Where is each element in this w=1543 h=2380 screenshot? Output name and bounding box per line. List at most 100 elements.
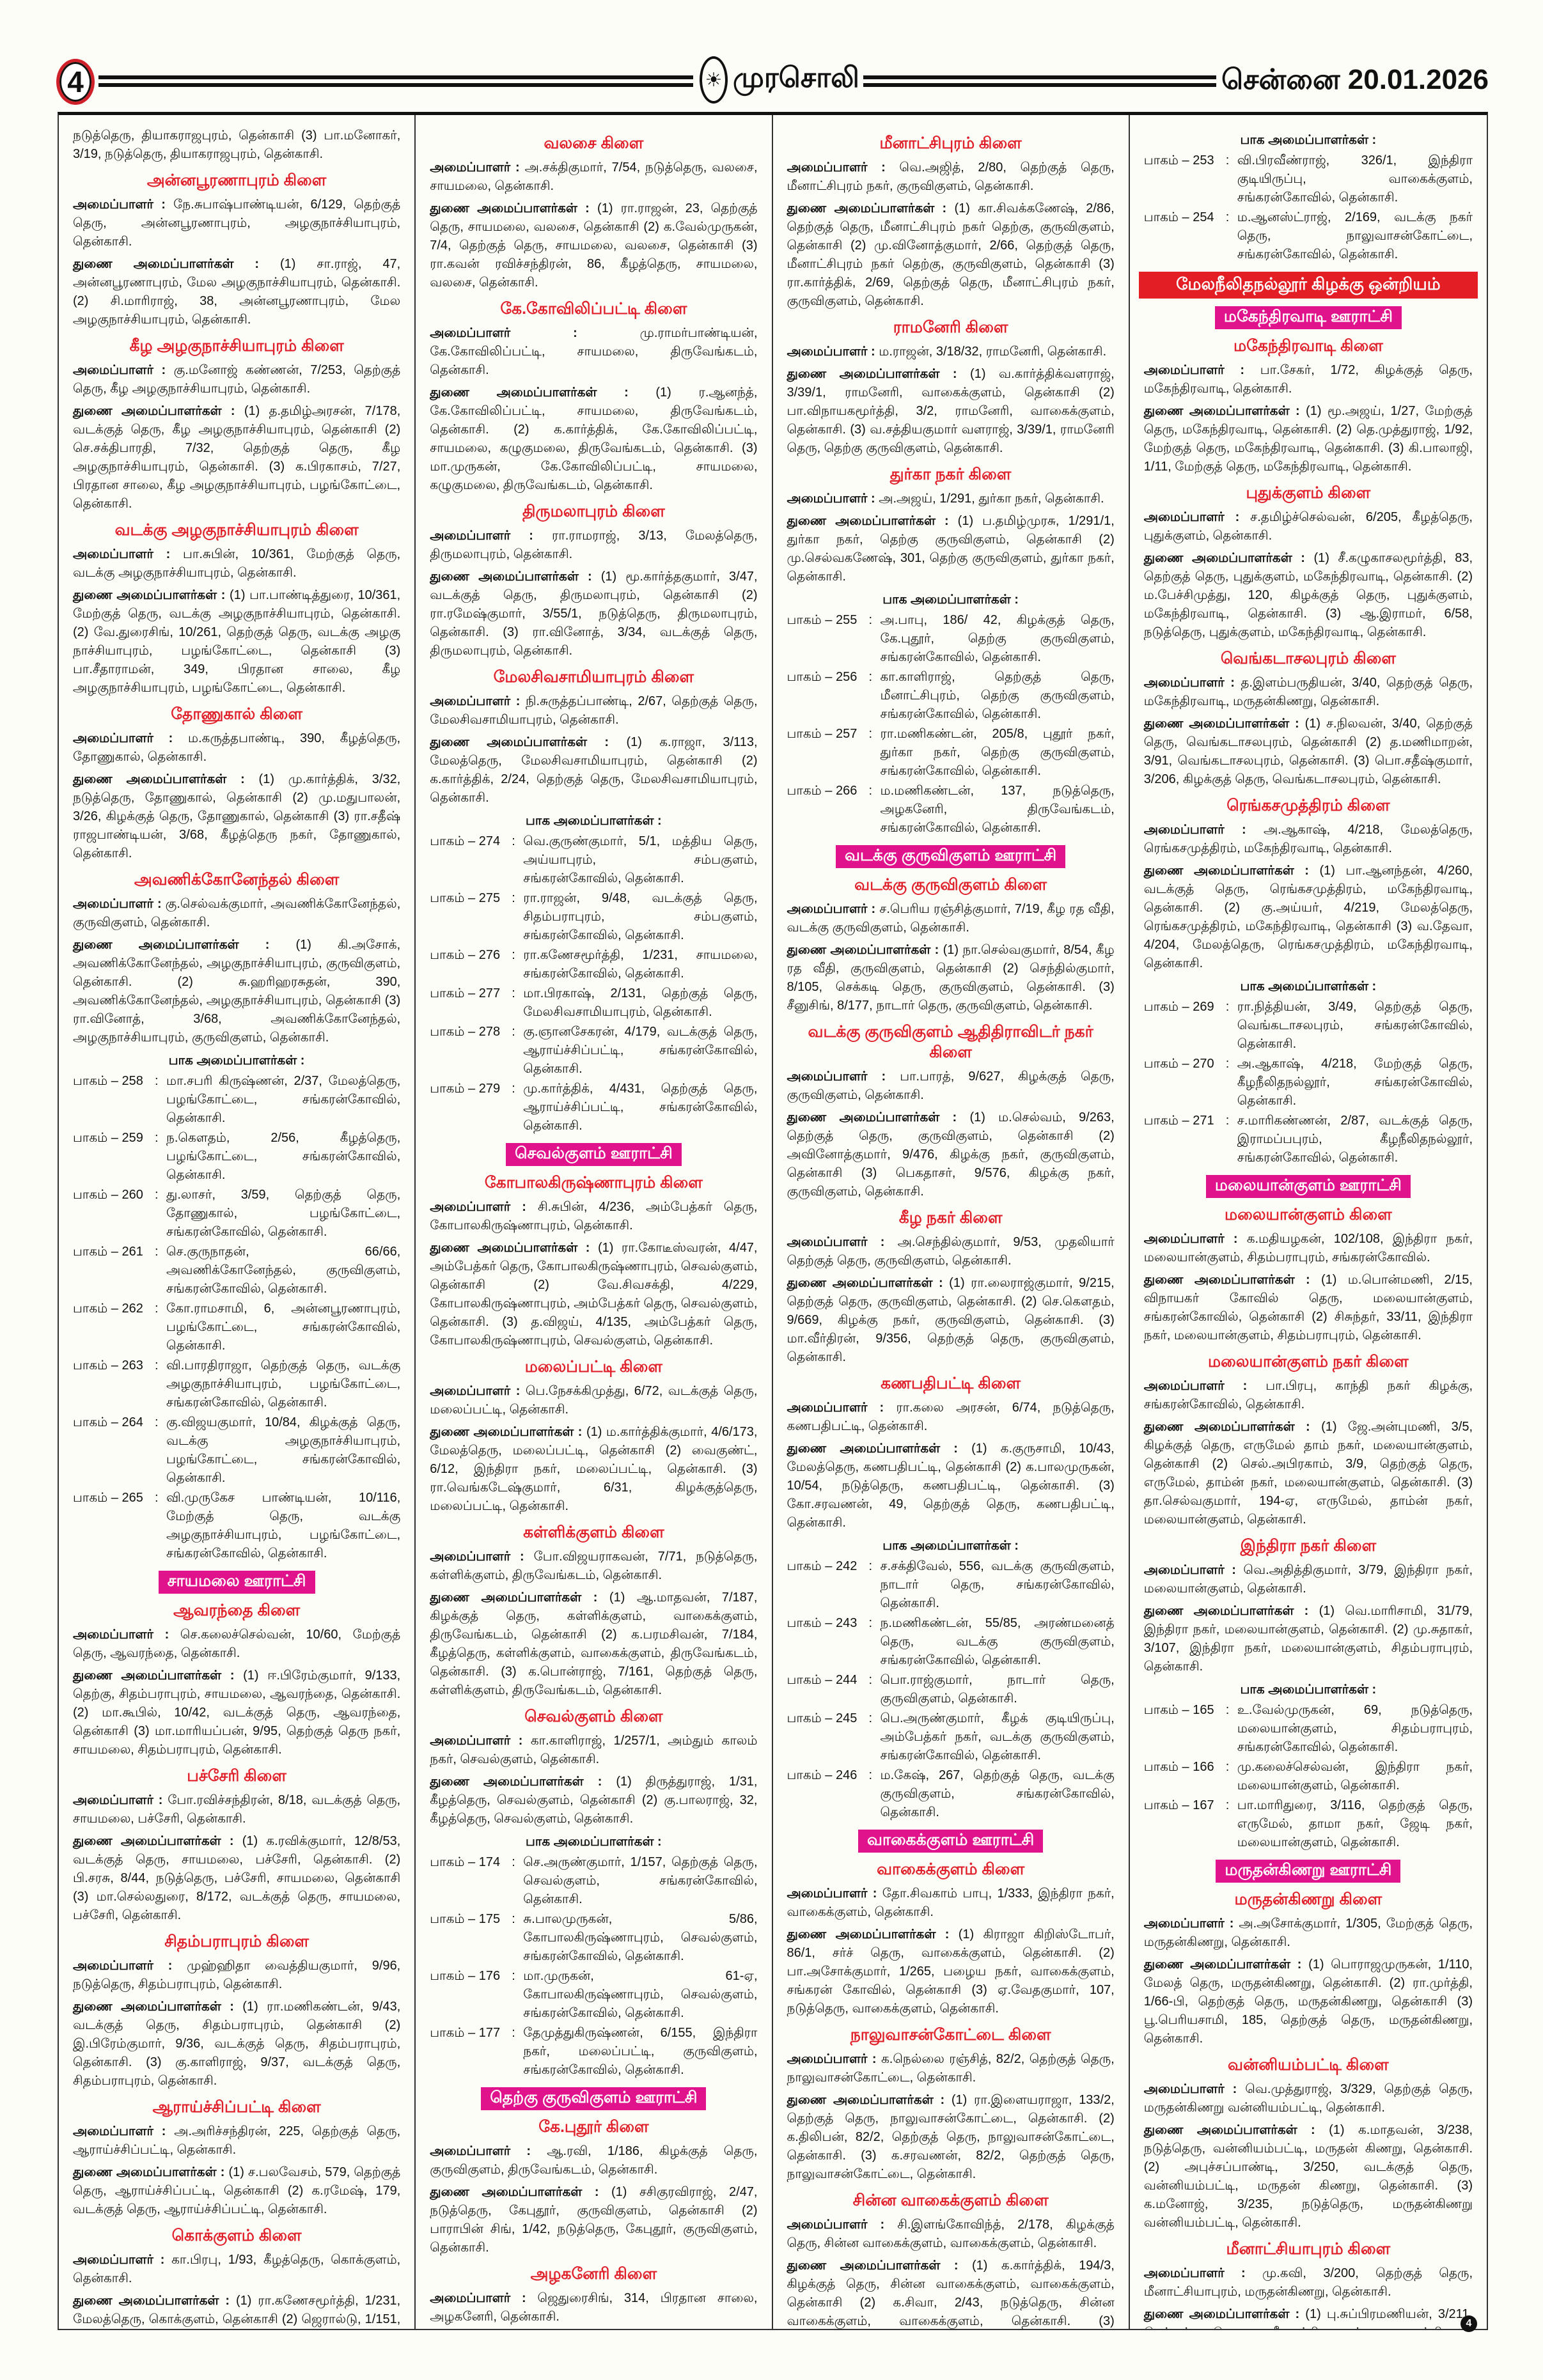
organizer-entry: அமைப்பாளர் : செ.கலைச்செல்வன், 10/60, மேற… — [73, 1626, 400, 1663]
entry-text: (1) க.ராஜா, 3/113, மேலத்தெரு, மேலசிவசாமி… — [430, 735, 758, 805]
entry-label: அமைப்பாளர் : — [430, 694, 521, 708]
separator: : — [868, 670, 873, 684]
entry-text: த.இளம்பருதியன், 3/40, தெற்குத் தெரு, மகே… — [1143, 676, 1473, 708]
entry-text: பா.சுபின், 10/361, மேற்குத் தெரு, வடக்கு… — [73, 547, 401, 580]
booth-label: பாகம் — [430, 1855, 465, 1869]
booth-organizer: பொ.ராஜ்குமார், நாடார் தெரு, குருவிகுளம்,… — [880, 1673, 1115, 1706]
panchayat-banner: வடக்கு குருவிகுளம் ஊராட்சி — [787, 845, 1115, 868]
booth-organizer: ச.சக்திவேல், 556, வடக்கு குருவிகுளம், நா… — [880, 1559, 1115, 1610]
entry-label: துணை அமைப்பாளர்கள் : — [73, 938, 270, 952]
entry-label: அமைப்பாளர் : — [73, 2253, 165, 2267]
booth-organizer: அ.பாபு, 186/ 42, கிழக்குத் தெரு, கே.புதூ… — [880, 613, 1115, 664]
organizer-entry: அமைப்பாளர் : நே.சுபாஷ்பாண்டியன், 6/129, … — [73, 196, 400, 251]
booth-organizers-subheading: பாக அமைப்பாளர்கள் : — [526, 814, 662, 828]
booth-number: பாகம் – 165 — [1143, 1703, 1214, 1717]
entry-label: அமைப்பாளர் : — [73, 1793, 163, 1807]
booth-number: பாகம் – 245 — [787, 1711, 858, 1725]
booth-num: 259 — [121, 1131, 143, 1145]
booth-row: பாகம் – 244: பொ.ராஜ்குமார், நாடார் தெரு, … — [787, 1671, 1115, 1708]
entry-label: அமைப்பாளர் : — [73, 731, 173, 745]
booth-num: 277 — [478, 986, 501, 1000]
organizer-entry: அமைப்பாளர் : முஹ்ஹிதா வைத்தியகுமார், 9/9… — [73, 1957, 400, 1994]
entry-text: நே.சுபாஷ்பாண்டியன், 6/129, தெற்குத் தெரு… — [73, 198, 401, 249]
entry-text: (1) மு.கார்த்திக், 3/32, நடுத்தெரு, தோணு… — [73, 772, 401, 860]
entry-text: சி.இளங்கோவிந்த், 2/178, கிழக்குத் தெரு, … — [787, 2218, 1115, 2250]
branch-heading: தோணுகால் கிளை — [171, 705, 302, 723]
booth-number: பாகம் – 265 — [73, 1491, 143, 1505]
entry-text: (1) ப.தமிழ்முரசு, 1/291/1, துர்கா நகர், … — [787, 514, 1115, 584]
booth-number: பாகம் – 166 — [1143, 1760, 1214, 1774]
deputy-organizers-entry: துணை அமைப்பாளர்கள் : (1) க.மாதவன், 3/238… — [1144, 2121, 1473, 2232]
entry-text: மு.கவி, 3/200, தெற்குத் தெரு, மீனாட்சியா… — [1143, 2266, 1473, 2299]
organizer-entry: அமைப்பாளர் : ச.பெரிய ரஞ்சித்குமார், 7/19… — [787, 900, 1115, 937]
booth-num: 245 — [835, 1711, 858, 1725]
deputy-organizers-entry: துணை அமைப்பாளர்கள் : (1) பு.சுப்பிரமணியன… — [1144, 2305, 1473, 2329]
branch-heading: திருமலாபுரம் கிளை — [522, 502, 665, 520]
branch-heading: கோபாலகிருஷ்ணாபுரம் கிளை — [484, 1174, 703, 1192]
booth-row: பாகம் – 275: ரா.ராஜன், 9/48, வடக்குத் தெர… — [430, 889, 757, 945]
booth-row: பாகம் – 262: கோ.ராமசாமி, 6, அன்னபூரணாபுரம… — [73, 1300, 400, 1355]
entry-label: துணை அமைப்பாளர்கள் : — [430, 1775, 602, 1789]
booth-num: 176 — [478, 1969, 501, 1983]
booth-row: பாகம் – 270: அ.ஆகாஷ், 4/218, மேற்குத் தெர… — [1144, 1055, 1473, 1110]
branch-heading: கீழ அழகுநாச்சியாபுரம் கிளை — [129, 337, 344, 355]
entry-label: துணை அமைப்பாளர்கள் : — [787, 2093, 945, 2107]
entry-text: அ.ஆகாஷ், 4/218, மேலத்தெரு, ரெங்கசமுத்திர… — [1143, 823, 1473, 855]
entry-text: (1) ரா.மணிகண்டன், 9/43, வடக்குத் தெரு, ச… — [73, 2000, 401, 2088]
entry-label: அமைப்பாளர் : — [430, 160, 520, 175]
booth-organizers-subheading: பாக அமைப்பாளர்கள் : — [1240, 1683, 1377, 1697]
separator: : — [1225, 1057, 1230, 1071]
booth-label: பாகம் — [430, 1025, 465, 1039]
entry-text: அ.சக்திகுமார், 7/54, நடுத்தெரு, வலசை, சா… — [430, 160, 758, 193]
booth-organizer: ரா.நித்தியன், 3/49, தெற்குத் தெரு, வெங்க… — [1237, 1000, 1473, 1051]
entry-text: ரா.ராமராஜ், 3/13, மேலத்தெரு, திருமலாபுரம… — [430, 529, 758, 561]
organizer-entry: அமைப்பாளர் : பெ.நேசக்கிமுத்து, 6/72, வடக… — [430, 1382, 757, 1419]
entry-text: (1) பு.சுப்பிரமணியன், 3/211, தெற்குத் தெ… — [1144, 2307, 1473, 2329]
deputy-organizers-entry: துணை அமைப்பாளர்கள் : (1) ஆ.மாதவன், 7/187… — [430, 1589, 757, 1700]
entry-label: துணை அமைப்பாளர்கள் : — [430, 385, 629, 400]
entry-text: வெ.அஜித், 2/80, தெற்குத் தெரு, மீனாட்சிப… — [787, 160, 1115, 193]
branch-heading: மீனாட்சிபுரம் கிளை — [879, 134, 1022, 152]
entry-text: பெ.நேசக்கிமுத்து, 6/72, வடக்குத் தெரு, ம… — [430, 1384, 758, 1417]
booth-organizer: வி.பாரதிராஜா, தெற்குத் தெரு, வடக்கு அழகு… — [166, 1358, 401, 1410]
booth-organizer: பா.மாரிதுரை, 3/116, தெற்குத் தெரு, எருமே… — [1237, 1798, 1473, 1849]
branch-heading: கள்ளிக்குளம் கிளை — [523, 1523, 664, 1541]
entry-label: துணை அமைப்பாளர்கள் : — [73, 257, 260, 271]
entry-text: (1) வெ.மாரிசாமி, 31/79, இந்திரா நகர், மல… — [1143, 1604, 1473, 1674]
entry-label: அமைப்பாளர் : — [787, 2218, 885, 2232]
booth-number: பாகம் – 243 — [787, 1616, 858, 1630]
booth-num: 263 — [121, 1358, 143, 1373]
entry-label: அமைப்பாளர் : — [787, 902, 876, 916]
separator: : — [512, 1912, 515, 1926]
entry-text: போ.விஜயராகவன், 7/71, நடுத்தெரு, கள்ளிக்க… — [430, 1550, 758, 1582]
booth-num: 274 — [478, 834, 501, 848]
booth-label: பாகம் — [787, 1768, 822, 1782]
branch-heading: மேலசிவசாமியாபுரம் கிளை — [493, 668, 694, 686]
booth-number: பாகம் – 274 — [430, 834, 501, 848]
organizer-entry: அமைப்பாளர் : மு.கவி, 3/200, தெற்குத் தெர… — [1144, 2264, 1473, 2301]
booth-num: 261 — [121, 1245, 143, 1259]
entry-label: துணை அமைப்பாளர்கள் : — [787, 201, 947, 215]
separator: : — [512, 1969, 515, 1983]
entry-label: அமைப்பாளர் : — [430, 1384, 521, 1398]
branch-heading: மலைப்பட்டி கிளை — [524, 1358, 662, 1376]
branch-heading: ரெங்கசமுத்திரம் கிளை — [1226, 797, 1390, 814]
deputy-organizers-entry: துணை அமைப்பாளர்கள் : (1) ம.செல்வம், 9/26… — [787, 1108, 1115, 1201]
entry-label: துணை அமைப்பாளர்கள் : — [73, 404, 235, 418]
panchayat-banner-label: வாகைக்குளம் ஊராட்சி — [858, 1830, 1044, 1853]
organizer-entry: அமைப்பாளர் : அ.ஆகாஷ், 4/218, மேலத்தெரு, … — [1144, 821, 1473, 858]
booth-number: பாகம் – 175 — [430, 1912, 501, 1926]
booth-organizer: து.லாசர், 3/59, தெற்குத் தெரு, தோணுகால்,… — [166, 1188, 401, 1239]
deputy-organizers-entry: துணை அமைப்பாளர்கள் : (1) ரா.கணேசமூர்த்தி… — [73, 2292, 400, 2329]
booth-organizer: மா.முருகன், 61-ஏ, கோபாலகிருஷ்ணாபுரம், செ… — [523, 1969, 758, 2020]
booth-num: 242 — [835, 1559, 858, 1573]
booth-num: 256 — [835, 670, 858, 684]
booth-row: பாகம் – 258: மா.சபரி கிருஷ்ணன், 2/37, மேல… — [73, 1072, 400, 1128]
booth-organizer: ரா.மணிகண்டன், 205/8, புதூர் நகர், துர்கா… — [880, 727, 1115, 778]
booth-row: பாகம் – 277: மா.பிரகாஷ், 2/131, தெற்குத் … — [430, 984, 757, 1022]
branch-heading: செவல்குளம் கிளை — [524, 1707, 663, 1725]
booth-num: 177 — [478, 2026, 501, 2040]
union-banner: மேலநீலிதநல்லூர் கிழக்கு ஒன்றியம் — [1138, 272, 1478, 299]
organizer-entry: அமைப்பாளர் : தோ.சிவகாம் பாபு, 1/333, இந்… — [787, 1885, 1115, 1922]
booth-num: 260 — [121, 1188, 143, 1202]
